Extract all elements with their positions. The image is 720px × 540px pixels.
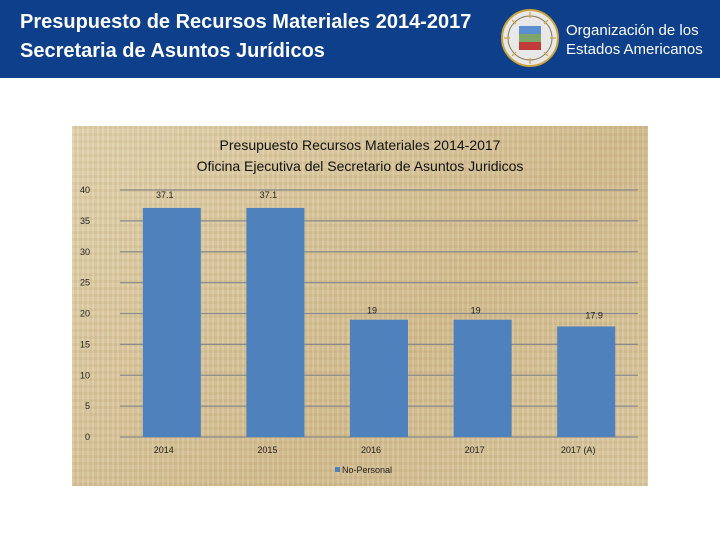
data-label: 37.1	[260, 190, 278, 200]
y-tick-label: 40	[80, 185, 90, 195]
x-category-label: 2016	[361, 445, 381, 455]
x-category-label: 2017	[465, 445, 485, 455]
header-banner: Presupuesto de Recursos Materiales 2014-…	[0, 0, 720, 78]
x-category-label: 2017 (A)	[561, 445, 596, 455]
y-tick-label: 25	[80, 278, 90, 288]
oas-seal-icon	[501, 9, 559, 67]
page-title: Presupuesto de Recursos Materiales 2014-…	[20, 8, 471, 66]
y-tick-label: 30	[80, 247, 90, 257]
x-category-label: 2015	[257, 445, 277, 455]
bar	[557, 326, 616, 437]
x-category-label: 2014	[154, 445, 174, 455]
data-label: 19	[471, 306, 481, 316]
legend-swatch	[335, 467, 340, 472]
org-name-line1: Organización de los	[566, 22, 699, 39]
bar	[142, 207, 201, 437]
data-label: 37.1	[156, 190, 174, 200]
y-tick-label: 20	[80, 309, 90, 319]
y-tick-label: 5	[85, 401, 90, 411]
chart-area: Presupuesto Recursos Materiales 2014-201…	[72, 126, 648, 486]
page-title-line2: Secretaria de Asuntos Jurídicos	[20, 40, 325, 62]
bar	[453, 319, 512, 437]
page-title-line1: Presupuesto de Recursos Materiales 2014-…	[20, 11, 472, 33]
data-label: 17.9	[585, 310, 603, 320]
bar-chart: Presupuesto Recursos Materiales 2014-201…	[80, 137, 638, 475]
bar	[349, 319, 409, 437]
org-name: Organización de los Estados Americanos	[566, 21, 703, 59]
chart-title-line2: Oficina Ejecutiva del Secretario de Asun…	[197, 158, 524, 174]
y-tick-label: 15	[80, 339, 90, 349]
y-tick-label: 35	[80, 216, 90, 226]
chart-title-line1: Presupuesto Recursos Materiales 2014-201…	[220, 137, 501, 153]
legend-label: No-Personal	[342, 465, 392, 475]
org-name-line2: Estados Americanos	[566, 41, 703, 58]
bar	[246, 207, 305, 437]
y-tick-label: 10	[80, 370, 90, 380]
y-tick-label: 0	[85, 432, 90, 442]
data-label: 19	[367, 306, 377, 316]
